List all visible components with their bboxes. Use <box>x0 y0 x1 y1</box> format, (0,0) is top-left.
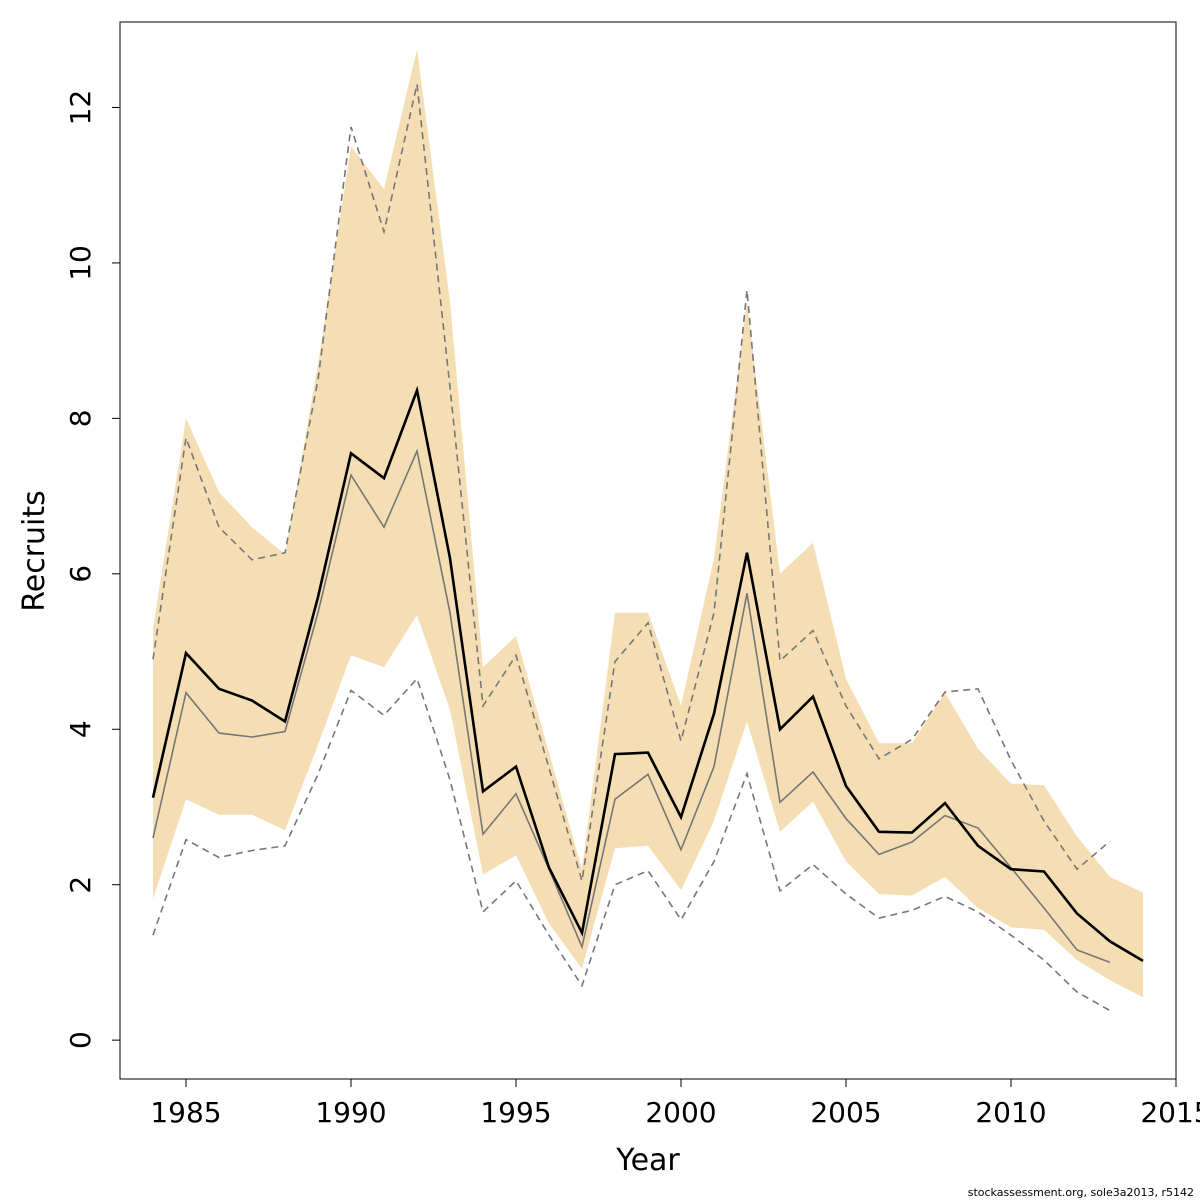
credit-text: stockassessment.org, sole3a2013, r5142 <box>968 1186 1194 1199</box>
y-axis: 0 2 4 6 8 10 12 <box>64 90 121 1049</box>
y-tick-label: 4 <box>64 720 97 738</box>
y-tick-label: 10 <box>64 245 97 281</box>
series-line-retro-upper <box>152 84 1111 882</box>
series-lines-layer <box>151 84 1144 1012</box>
series-line-retro-lower <box>152 677 1111 1012</box>
y-tick-label: 6 <box>64 565 97 583</box>
x-tick-label: 2010 <box>975 1096 1046 1129</box>
y-tick-label: 0 <box>64 1031 97 1049</box>
confidence-band-layer <box>153 49 1143 998</box>
x-tick-label: 2000 <box>645 1096 716 1129</box>
series-line-estimate <box>151 385 1144 963</box>
x-tick-label: 2005 <box>810 1096 881 1129</box>
x-axis: 1985 1990 1995 2000 2005 2010 2015 <box>150 1078 1200 1129</box>
y-tick-label: 2 <box>64 876 97 894</box>
y-axis-title: Recruits <box>17 490 52 612</box>
y-tick-label: 8 <box>64 409 97 427</box>
x-tick-label: 1990 <box>315 1096 386 1129</box>
series-line-retro <box>152 448 1111 964</box>
confidence-band <box>153 49 1143 998</box>
y-tick-label: 12 <box>64 90 97 126</box>
x-tick-label: 1995 <box>480 1096 551 1129</box>
x-tick-label: 1985 <box>150 1096 221 1129</box>
x-tick-label: 2015 <box>1140 1096 1200 1129</box>
x-axis-title: Year <box>615 1143 680 1178</box>
